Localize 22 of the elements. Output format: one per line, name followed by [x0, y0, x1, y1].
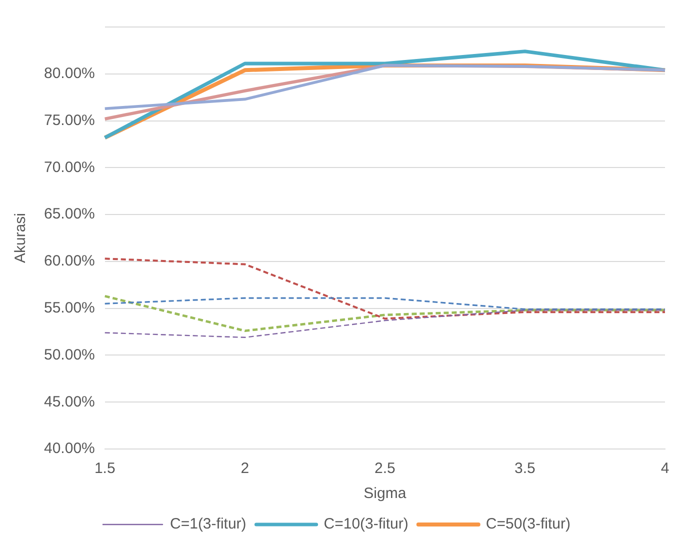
x-tick-label: 4	[660, 460, 670, 478]
y-tick-label: 50.00%	[44, 346, 95, 364]
x-axis-title: Sigma	[364, 485, 407, 502]
line-series	[104, 258, 666, 320]
line-series	[104, 310, 666, 338]
y-tick-label: 75.00%	[44, 112, 95, 129]
y-tick-label: 60.00%	[44, 252, 95, 270]
legend-label: C=50(3-fitur)	[486, 516, 570, 533]
legend-label: C=10(3-fitur)	[324, 516, 408, 533]
legend-label: C=1(3-fitur)	[170, 516, 246, 533]
line-series	[104, 294, 666, 332]
x-tick-label: 2.5	[374, 460, 396, 478]
y-tick-label: 55.00%	[44, 299, 95, 316]
y-tick-label: 45.00%	[44, 393, 95, 410]
x-tick-label: 1.5	[94, 460, 116, 478]
y-tick-label: 80.00%	[44, 65, 95, 82]
x-tick-label: 3.5	[514, 460, 536, 478]
y-tick-label: 70.00%	[44, 158, 95, 176]
x-tick-label: 2	[240, 460, 250, 478]
y-axis-title: Akurasi	[12, 212, 30, 264]
y-tick-label: 65.00%	[44, 206, 95, 223]
y-tick-label: 40.00%	[44, 440, 95, 458]
